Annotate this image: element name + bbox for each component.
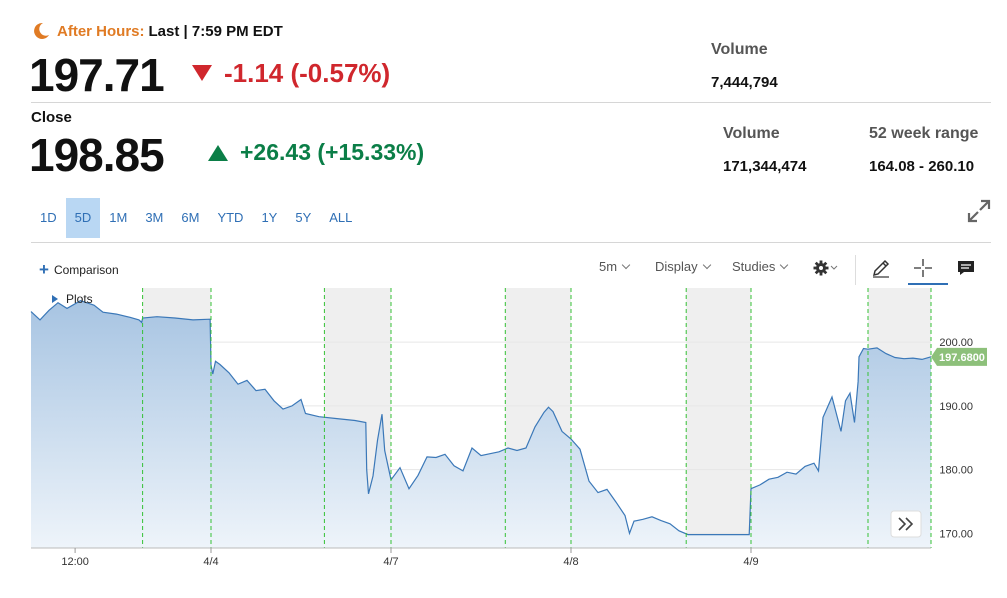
- y-tick-label: 170.00: [939, 528, 973, 540]
- gear-icon: [813, 260, 838, 276]
- triangle-right-icon: [52, 295, 58, 303]
- scroll-forward-button[interactable]: [890, 510, 922, 538]
- interval-value: 5m: [599, 259, 618, 274]
- moon-icon: [34, 22, 49, 39]
- range-6m[interactable]: 6M: [181, 210, 200, 225]
- last-price-badge: [931, 347, 987, 366]
- week-range-label: 52 week range: [869, 125, 979, 142]
- y-tick-label: 200.00: [939, 337, 973, 349]
- x-tick-label: 12:00: [61, 556, 89, 568]
- after-hours-change: -1.14 (-0.57%): [192, 60, 390, 86]
- range-1y[interactable]: 1Y: [261, 210, 278, 225]
- crosshair-icon: [914, 259, 932, 277]
- pencil-icon: [872, 259, 890, 278]
- plots-label: Plots: [66, 292, 93, 306]
- comparison-label: Comparison: [53, 262, 119, 277]
- after-hours-volume-value: 7,444,794: [711, 74, 778, 91]
- price-area: [31, 300, 931, 548]
- y-tick-label: 190.00: [939, 401, 973, 413]
- settings-button[interactable]: [808, 255, 844, 281]
- draw-button[interactable]: [866, 255, 896, 281]
- after-hours-price: 197.71: [29, 49, 165, 101]
- display-dropdown[interactable]: Display: [655, 259, 711, 274]
- range-divider: [31, 242, 991, 243]
- studies-label: Studies: [732, 259, 776, 274]
- studies-dropdown[interactable]: Studies: [732, 259, 789, 274]
- close-volume-value: 171,344,474: [723, 158, 807, 175]
- comment-icon: [958, 261, 974, 275]
- comparison-button[interactable]: + Comparison: [39, 261, 119, 278]
- x-tick-label: 4/9: [743, 556, 758, 568]
- display-label: Display: [655, 259, 698, 274]
- plus-icon: +: [39, 260, 49, 279]
- range-1m[interactable]: 1M: [109, 210, 128, 225]
- double-chevron-right-icon: [898, 517, 914, 531]
- after-hours-region-3: [686, 288, 751, 548]
- close-price: 198.85: [29, 129, 165, 181]
- range-1d[interactable]: 1D: [40, 210, 57, 225]
- after-hours-row: After Hours: Last | 7:59 PM EDT: [31, 19, 283, 43]
- after-hours-time: Last | 7:59 PM EDT: [148, 22, 283, 40]
- close-change-value: +26.43 (+15.33%): [240, 139, 425, 165]
- x-tick-label: 4/4: [203, 556, 218, 568]
- close-change: +26.43 (+15.33%): [208, 141, 424, 164]
- crosshair-button[interactable]: [908, 255, 938, 281]
- week-range-value: 164.08 - 260.10: [869, 158, 975, 175]
- range-5d[interactable]: 5D: [65, 198, 101, 238]
- toolbar-divider: [855, 255, 856, 285]
- after-hours-volume-label: Volume: [711, 41, 768, 58]
- close-label: Close: [31, 109, 72, 126]
- up-arrow-icon: [208, 144, 228, 161]
- x-tick-label: 4/8: [563, 556, 578, 568]
- time-range-selector: 1D 5D 1M 3M 6M YTD 1Y 5Y ALL: [31, 198, 361, 238]
- chart-toolbar: + Comparison 5m Display Studies: [31, 253, 991, 287]
- range-all[interactable]: ALL: [329, 210, 353, 225]
- last-price-label: 197.6800: [939, 352, 985, 364]
- after-hours-label: After Hours:: [57, 22, 145, 40]
- down-arrow-icon: [192, 65, 212, 81]
- interval-dropdown[interactable]: 5m: [599, 259, 631, 274]
- crosshair-active-indicator: [908, 283, 948, 285]
- range-3m[interactable]: 3M: [145, 210, 164, 225]
- range-ytd[interactable]: YTD: [217, 210, 244, 225]
- plots-toggle[interactable]: Plots: [52, 292, 93, 306]
- x-tick-label: 4/7: [383, 556, 398, 568]
- header-divider: [31, 102, 991, 103]
- comments-button[interactable]: [951, 255, 981, 281]
- range-5y[interactable]: 5Y: [295, 210, 312, 225]
- expand-icon[interactable]: [966, 198, 992, 224]
- close-volume-label: Volume: [723, 125, 780, 142]
- y-tick-label: 180.00: [939, 465, 973, 477]
- after-hours-change-value: -1.14 (-0.57%): [224, 58, 391, 88]
